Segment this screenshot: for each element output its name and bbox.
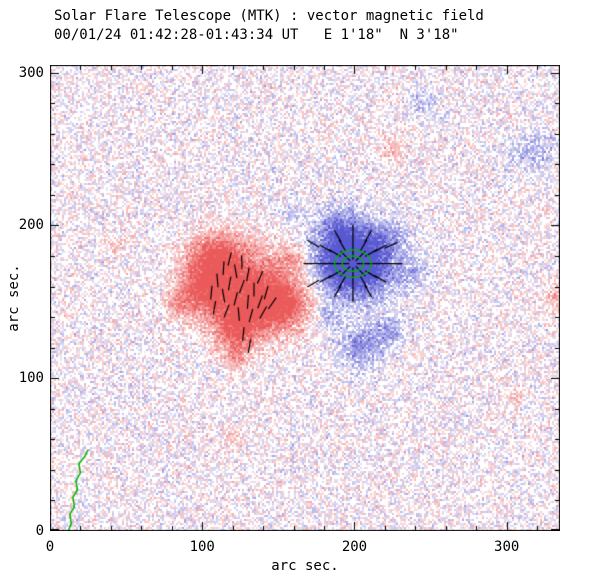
y-tick-label: 300: [18, 64, 44, 81]
x-tick-label: 300: [494, 539, 520, 555]
magnetogram-plot-canvas: [50, 65, 560, 531]
y-axis-label: arc sec.: [6, 264, 22, 332]
plot-subtitle: 00/01/24 01:42:28-01:43:34 UT E 1'18" N …: [54, 27, 459, 43]
x-tick-label: 200: [341, 539, 368, 555]
y-tick-label: 0: [35, 523, 44, 539]
y-tick-label: 200: [18, 217, 44, 234]
x-tick-label: 100: [189, 539, 215, 555]
x-axis-label: arc sec.: [271, 558, 339, 574]
x-tick-label: 0: [45, 539, 55, 555]
y-tick-label: 100: [18, 370, 44, 387]
plot-title: Solar Flare Telescope (MTK) : vector mag…: [54, 8, 484, 24]
